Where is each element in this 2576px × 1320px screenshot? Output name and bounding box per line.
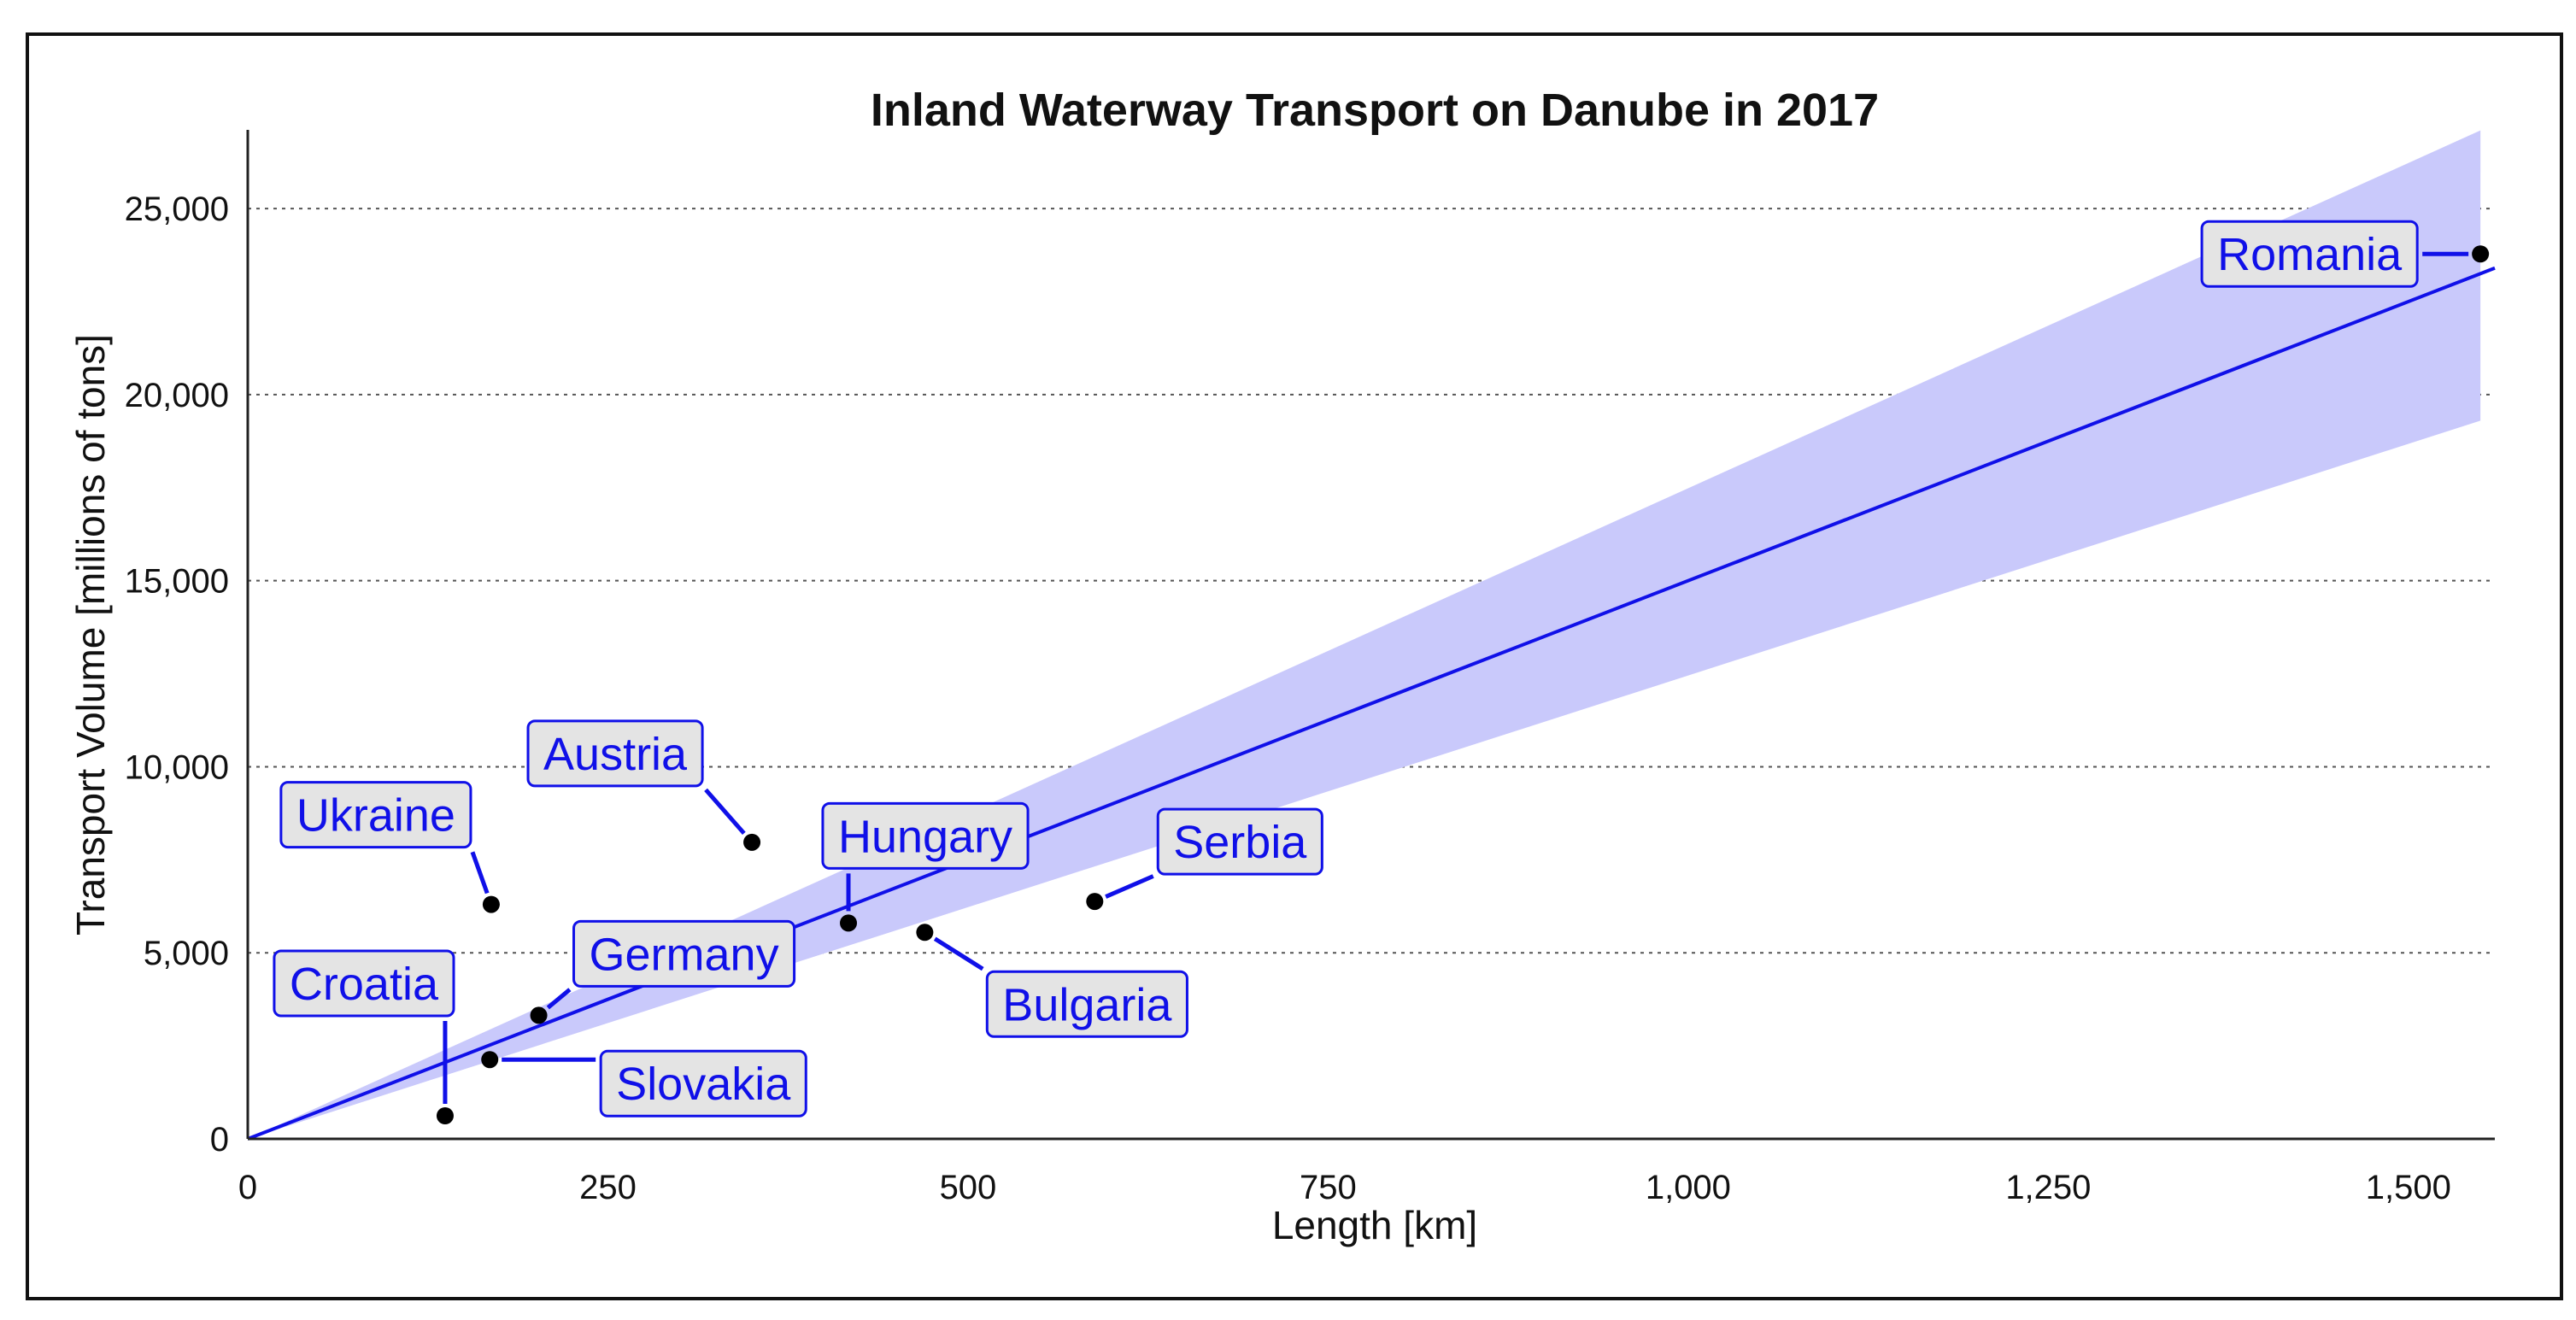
- data-point-germany: [530, 1006, 548, 1024]
- x-tick-label: 1,500: [2366, 1169, 2451, 1206]
- axes: [246, 130, 2495, 1141]
- chart-frame: [26, 32, 2563, 1300]
- leader-lines: [443, 251, 2469, 1104]
- data-point-serbia: [1086, 893, 1104, 911]
- label-box-bulgaria: [985, 970, 1188, 1038]
- x-tick-label: 250: [579, 1169, 637, 1206]
- point-label-austria: Austria: [543, 729, 688, 780]
- y-tick-label: 10,000: [125, 748, 229, 786]
- x-tick-label: 750: [1300, 1169, 1357, 1206]
- data-point-bulgaria: [916, 924, 934, 942]
- y-tick-label: 15,000: [125, 563, 229, 601]
- data-point-ukraine: [482, 895, 500, 913]
- tick-labels: 0 5,000 10,000 15,000 20,000 25,000 0 250 500 750…: [125, 191, 2451, 1206]
- y-tick-label: 20,000: [125, 377, 229, 414]
- x-tick-label: 0: [238, 1169, 257, 1206]
- confidence-band-layer: [248, 130, 2481, 1140]
- confidence-band: [248, 130, 2481, 1140]
- label-box-croatia: [273, 949, 455, 1018]
- leader-line-ukraine: [470, 851, 490, 895]
- data-point-croatia: [436, 1106, 454, 1124]
- label-box-austria: [526, 719, 704, 788]
- x-tick-label: 1,000: [1646, 1169, 1731, 1206]
- fit-line-layer: [247, 266, 2496, 1141]
- x-tick-label: 1,250: [2005, 1169, 2091, 1206]
- leader-line-bulgaria: [933, 936, 984, 971]
- label-box-romania: [2200, 220, 2419, 288]
- data-point-austria: [743, 833, 761, 851]
- point-label-hungary: Hungary: [838, 811, 1012, 862]
- label-box-slovakia: [599, 1049, 807, 1118]
- data-points: [436, 245, 2490, 1124]
- chart-title: Inland Waterway Transport on Danube in 2…: [871, 85, 1879, 136]
- point-label-ukraine: Ukraine: [296, 790, 455, 842]
- label-box-germany: [572, 919, 796, 988]
- point-label-serbia: Serbia: [1173, 817, 1307, 868]
- leader-line-germany: [546, 988, 572, 1010]
- point-label-slovakia: Slovakia: [616, 1059, 791, 1110]
- point-labels: Croatia Slovakia Ukraine Germany Austria Hung…: [273, 220, 2419, 1118]
- point-label-bulgaria: Bulgaria: [1002, 979, 1172, 1030]
- data-point-romania: [2472, 245, 2490, 263]
- point-label-romania: Romania: [2217, 229, 2403, 280]
- data-point-hungary: [840, 914, 858, 932]
- data-point-slovakia: [481, 1051, 499, 1069]
- leader-line-serbia: [1105, 874, 1154, 899]
- leader-line-austria: [704, 788, 746, 835]
- x-axis-label: Length [km]: [1272, 1203, 1477, 1247]
- y-tick-label: 0: [210, 1121, 229, 1159]
- label-box-hungary: [821, 801, 1030, 870]
- label-box-ukraine: [279, 781, 472, 849]
- y-tick-label: 5,000: [144, 935, 229, 972]
- label-box-serbia: [1156, 807, 1323, 876]
- regression-line: [247, 266, 2496, 1141]
- x-tick-label: 500: [940, 1169, 997, 1206]
- point-label-germany: Germany: [590, 929, 779, 980]
- point-label-croatia: Croatia: [290, 959, 439, 1010]
- y-axis-label: Transport Volume [millions of tons]: [68, 334, 113, 936]
- y-tick-label: 25,000: [125, 191, 229, 228]
